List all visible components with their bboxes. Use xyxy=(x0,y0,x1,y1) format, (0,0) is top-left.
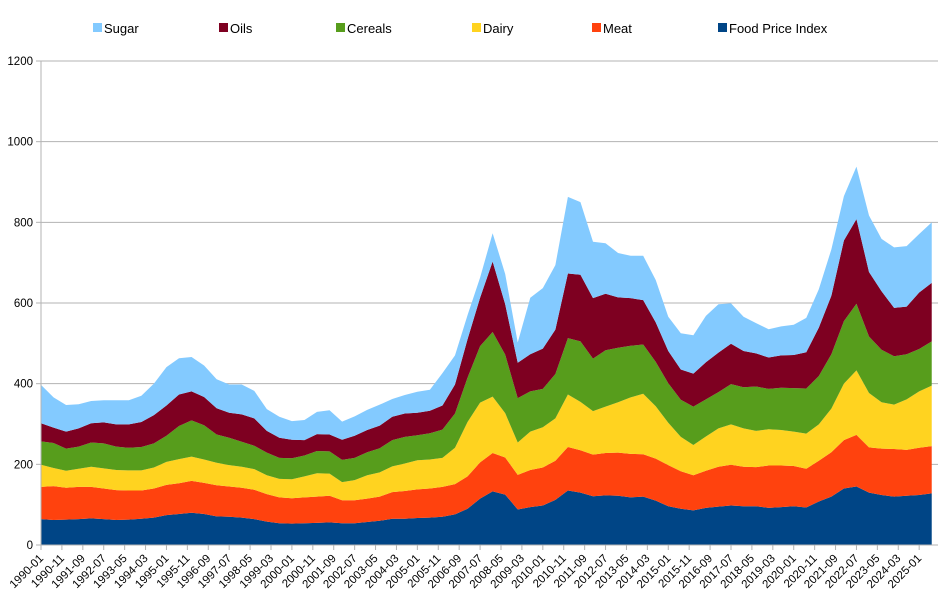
area-cereals xyxy=(41,303,932,483)
area-meat xyxy=(41,434,932,524)
area-oils xyxy=(41,219,932,460)
legend-swatch xyxy=(336,23,345,32)
y-axis-ticks: 0 200 400 600 800 1000 1200 xyxy=(7,56,41,552)
y-tick-label: 1200 xyxy=(7,56,33,68)
legend-swatch xyxy=(718,23,727,32)
legend-swatch xyxy=(93,23,102,32)
legend-item-meat: Meat xyxy=(592,21,632,36)
legend-label: Meat xyxy=(603,21,632,36)
area-sugar xyxy=(41,166,932,441)
y-tick-label: 0 xyxy=(27,540,33,552)
chart-legend: Sugar Oils Cereals Dairy Meat Food Price Inde… xyxy=(93,21,828,36)
legend-label: Oils xyxy=(230,21,253,36)
y-tick-label: 600 xyxy=(14,298,33,310)
legend-item-sugar: Sugar xyxy=(93,21,139,36)
legend-label: Cereals xyxy=(347,21,392,36)
legend-item-oils: Oils xyxy=(219,21,253,36)
legend-swatch xyxy=(592,23,601,32)
legend-item-food-price-index: Food Price Index xyxy=(718,21,828,36)
legend-label: Food Price Index xyxy=(729,21,828,36)
area-dairy xyxy=(41,370,932,501)
legend-label: Dairy xyxy=(483,21,514,36)
legend-label: Sugar xyxy=(104,21,139,36)
y-tick-label: 200 xyxy=(14,459,33,471)
legend-swatch xyxy=(472,23,481,32)
legend-item-cereals: Cereals xyxy=(336,21,392,36)
area-food-price-index xyxy=(41,486,932,545)
legend-item-dairy: Dairy xyxy=(472,21,514,36)
series-areas xyxy=(41,166,932,545)
x-axis-ticks: 1990-011990-111991-091992-071993-051994-… xyxy=(8,545,924,591)
y-tick-label: 400 xyxy=(14,379,33,391)
legend-swatch xyxy=(219,23,228,32)
y-tick-label: 800 xyxy=(14,217,33,229)
y-tick-label: 1000 xyxy=(7,137,33,149)
